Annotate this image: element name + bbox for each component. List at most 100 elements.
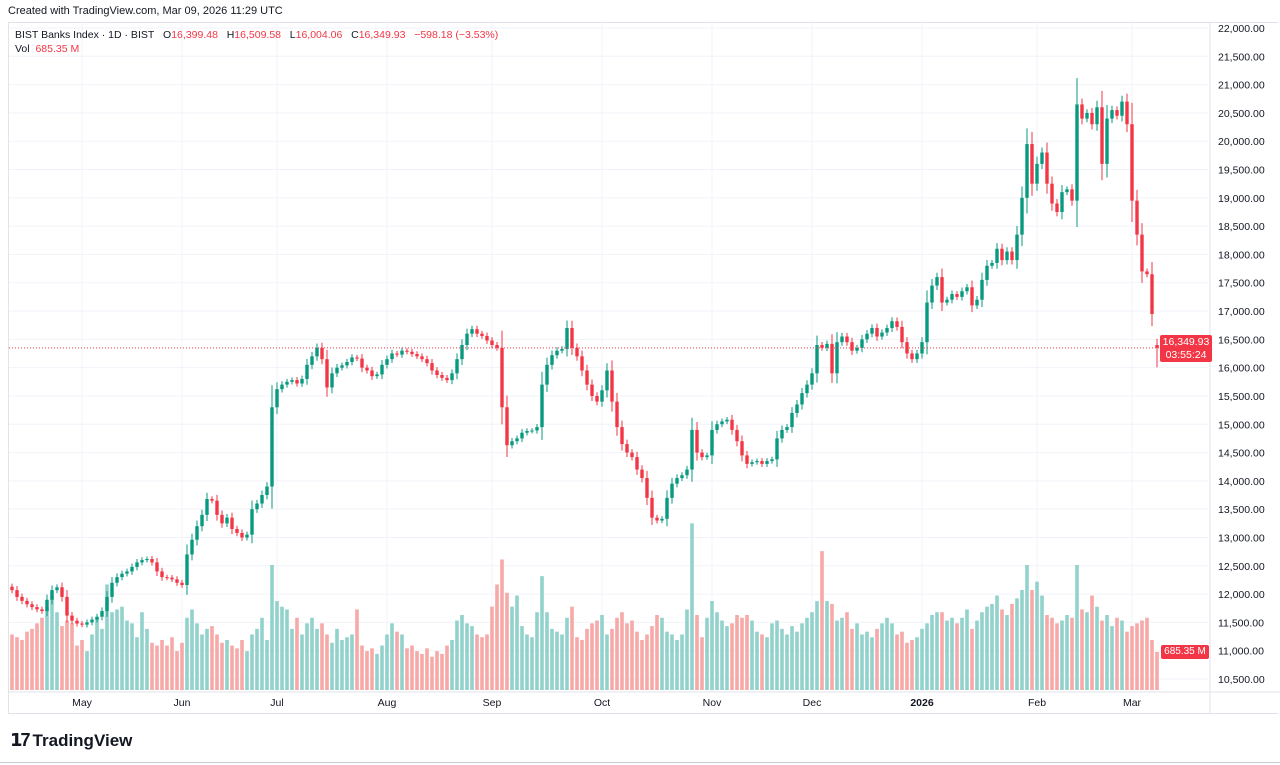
candle-body xyxy=(1105,118,1109,164)
candle-body xyxy=(1090,112,1094,125)
candle-body xyxy=(340,365,344,368)
candle-body xyxy=(250,509,254,535)
volume-bar xyxy=(10,634,14,690)
ohlc-row: BIST Banks Index · 1D · BIST O16,399.48 … xyxy=(15,28,498,42)
candle-body xyxy=(830,343,834,374)
price-tick-label: 11,000.00 xyxy=(1218,646,1264,658)
volume-bar xyxy=(385,634,389,690)
candle-body xyxy=(945,299,949,303)
volume-bar xyxy=(630,620,634,690)
candle-body xyxy=(570,328,574,348)
price-tick-label: 21,000.00 xyxy=(1218,80,1265,92)
candle-body xyxy=(385,359,389,365)
volume-bar xyxy=(570,606,574,690)
volume-bar xyxy=(185,617,189,690)
volume-bar xyxy=(955,623,959,690)
candles xyxy=(10,78,1159,628)
candle-body xyxy=(490,340,494,346)
bar-countdown: 03:55:24 xyxy=(1165,348,1207,361)
candle-body xyxy=(615,401,619,428)
candle-body xyxy=(310,356,314,365)
candle-body xyxy=(500,347,504,408)
price-tick-label: 15,000.00 xyxy=(1218,419,1265,431)
volume-bar xyxy=(750,620,754,690)
volume-bar xyxy=(985,606,989,690)
candle-body xyxy=(575,347,579,357)
volume-bar xyxy=(595,620,599,690)
volume-bar xyxy=(1045,615,1049,690)
volume-bar xyxy=(795,631,799,690)
candle-body xyxy=(850,342,854,351)
candle-body xyxy=(1155,345,1159,348)
volume-bar xyxy=(930,615,934,690)
volume-bar xyxy=(475,634,479,690)
candle-body xyxy=(740,441,744,456)
volume-bar xyxy=(535,612,539,690)
candle-body xyxy=(915,353,919,360)
volume-bar xyxy=(615,617,619,690)
price-tick-label: 15,500.00 xyxy=(1218,391,1265,403)
candle-body xyxy=(115,577,119,583)
created-with-caption: Created with TradingView.com, Mar 09, 20… xyxy=(8,5,283,17)
candle-body xyxy=(365,367,369,371)
volume-bar xyxy=(70,623,74,690)
volume-bar xyxy=(1125,631,1129,690)
candle-body xyxy=(125,571,129,574)
candle-body xyxy=(825,343,829,348)
volume-bar xyxy=(275,601,279,690)
volume-bar xyxy=(760,634,764,690)
volume-bar xyxy=(735,615,739,690)
volume-bar xyxy=(800,623,804,690)
candle-body xyxy=(895,321,899,327)
candle-body xyxy=(870,328,874,334)
candle-body xyxy=(375,374,379,377)
close-label: C xyxy=(351,29,359,41)
volume-bar xyxy=(1000,609,1004,690)
candle-body xyxy=(545,364,549,385)
candle-body xyxy=(630,452,634,458)
time-axis: May Jun Jul Aug Sep Oct Nov Dec 2026 Feb Mar xyxy=(72,697,1141,709)
candle-body xyxy=(720,421,724,425)
volume-bar xyxy=(920,628,924,690)
candle-body xyxy=(785,427,789,430)
candle-body xyxy=(1150,274,1154,314)
volume-bar xyxy=(445,645,449,690)
candle-body xyxy=(305,364,309,379)
candle-body xyxy=(990,262,994,266)
volume-bar xyxy=(345,637,349,690)
volume-bar xyxy=(1020,590,1024,690)
candle-body xyxy=(565,328,569,349)
volume-bar xyxy=(600,615,604,690)
volume-bar xyxy=(960,617,964,690)
volume-bar xyxy=(770,623,774,690)
candle-body xyxy=(885,328,889,333)
volume-bar xyxy=(625,623,629,690)
volume-bar xyxy=(1155,651,1159,690)
candle-body xyxy=(25,600,29,605)
logo-text: TradingView xyxy=(32,730,133,750)
candle-body xyxy=(175,579,179,583)
vol-value: 685.35 M xyxy=(35,43,80,55)
volume-bar xyxy=(635,631,639,690)
tradingview-logo[interactable]: 𝟭7 TradingView xyxy=(10,730,132,751)
candle-body xyxy=(35,607,39,610)
candle-body xyxy=(120,573,124,578)
volume-bar xyxy=(805,617,809,690)
volume-bar xyxy=(1100,620,1104,690)
volume-bar xyxy=(845,612,849,690)
volume-bar xyxy=(195,623,199,690)
candle-body xyxy=(610,370,614,402)
volume-bar xyxy=(765,637,769,690)
volume-bar xyxy=(285,609,289,690)
volume-bar xyxy=(375,653,379,690)
volume-bar xyxy=(870,637,874,690)
current-price: 16,349.93 xyxy=(1162,335,1210,348)
volume-bar xyxy=(1010,603,1014,690)
candle-body xyxy=(180,582,184,586)
volume-bar xyxy=(325,634,329,690)
volume-bar xyxy=(505,592,509,690)
symbol-title[interactable]: BIST Banks Index · 1D · BIST xyxy=(15,29,155,41)
close-value: 16,349.93 xyxy=(358,29,406,41)
candle-body xyxy=(975,299,979,306)
